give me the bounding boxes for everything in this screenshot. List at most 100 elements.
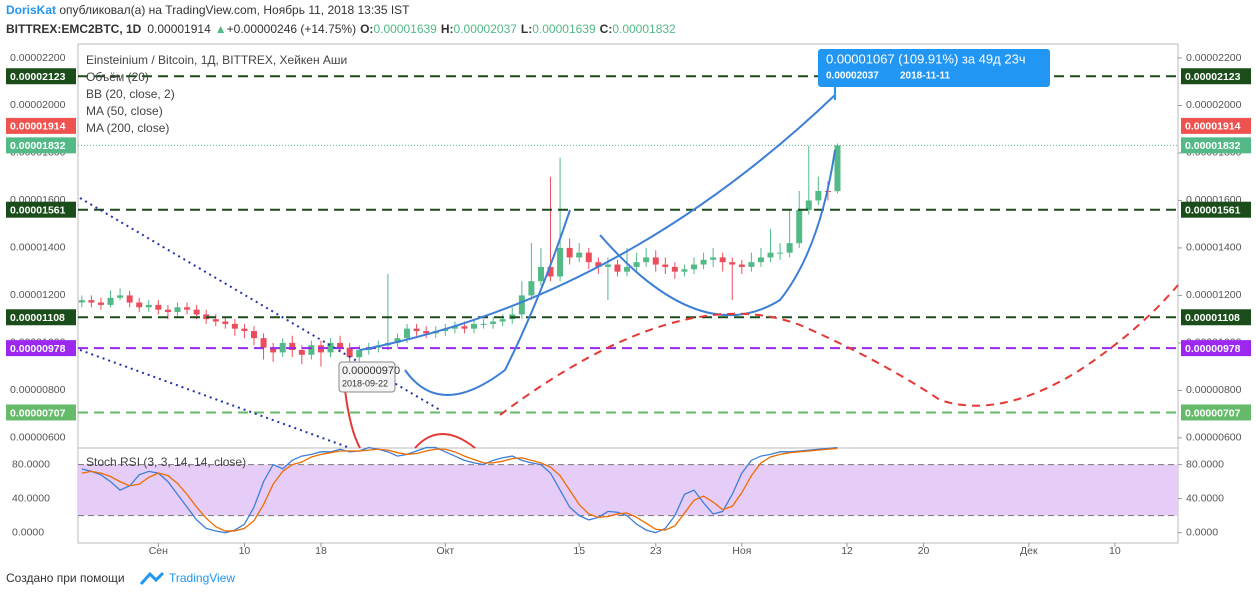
candle-body xyxy=(518,295,525,315)
o: 0.00001639 xyxy=(373,22,437,36)
level-tag xyxy=(6,404,76,421)
level-label: 0.00001108 xyxy=(1185,312,1240,324)
candle-body xyxy=(691,264,697,270)
projection xyxy=(499,284,1179,416)
level-tag xyxy=(1181,137,1251,154)
c-label: C: xyxy=(600,22,613,36)
level-tag xyxy=(6,117,76,134)
legend-text: MA (200, close) xyxy=(86,121,169,135)
measure-box: 0.00001067 (109.91%) за 49д 23ч 0.000020… xyxy=(818,49,1050,100)
level-label: 0.00001832 xyxy=(10,140,66,152)
point-box: 0.00000970 2018-09-22 xyxy=(338,361,400,393)
candle-body xyxy=(251,331,257,339)
header-line: DorisKat опубликовал(а) на TradingView.c… xyxy=(6,3,410,17)
candle-body xyxy=(145,304,152,308)
candle-body xyxy=(566,247,573,258)
candle-body xyxy=(624,266,631,272)
candle-body xyxy=(796,209,803,244)
change: +0.00000246 (+14.75%) xyxy=(227,22,356,36)
candle-body xyxy=(805,200,812,210)
point-bg xyxy=(338,361,396,393)
y-tick-label: 80.0000 xyxy=(12,458,50,470)
candle-body xyxy=(461,326,468,329)
x-tick-label: 12 xyxy=(841,545,853,557)
candle-body xyxy=(499,319,506,322)
candle-body xyxy=(662,264,669,267)
candle-body xyxy=(164,309,171,313)
candle-body xyxy=(356,350,363,358)
candle-body xyxy=(547,266,554,277)
x-tick-label: 15 xyxy=(573,545,585,557)
legend-text: Объём (20) xyxy=(86,70,149,84)
legend-text: MA (50, close) xyxy=(86,104,163,118)
level-tag xyxy=(6,340,76,357)
candle-body xyxy=(78,300,85,303)
candle-body xyxy=(174,307,181,313)
candle-body xyxy=(834,145,841,192)
published: опубликовал(а) на TradingView.com, Ноябр… xyxy=(56,3,410,17)
y-tick-label: 0.00002200 xyxy=(10,52,66,64)
x-tick-label: 10 xyxy=(239,545,251,557)
candle-body xyxy=(710,257,717,260)
candle-body xyxy=(614,264,621,272)
x-tick-label: 18 xyxy=(315,545,327,557)
level-tag xyxy=(1181,68,1251,85)
candle-body xyxy=(576,252,583,258)
candle-body xyxy=(528,281,535,296)
stoch-line xyxy=(81,446,838,534)
candle-body xyxy=(777,252,784,254)
y-tick-label: 40.0000 xyxy=(1186,492,1224,504)
y-tick-label: 0.00000800 xyxy=(1186,384,1242,396)
level-label: 0.00001108 xyxy=(10,312,65,324)
price: 0.00001914 xyxy=(147,22,211,36)
plot-frame xyxy=(77,43,1179,544)
marks: 0.00000600 0.00000600 0.00000800 0.00000800… xyxy=(6,52,1251,557)
candle-body xyxy=(107,297,114,305)
y-tick-label: 0.00000600 xyxy=(10,432,66,444)
candle-body xyxy=(346,347,353,358)
level-label: 0.00000978 xyxy=(10,343,66,355)
stoch-line xyxy=(81,447,838,532)
candle-body xyxy=(97,302,104,305)
candle-body xyxy=(700,259,707,265)
y-tick-label: 0.00000800 xyxy=(10,384,66,396)
y-tick-label: 0.00002000 xyxy=(1186,99,1242,111)
author[interactable]: DorisKat xyxy=(6,3,56,17)
h: 0.00002037 xyxy=(454,22,518,36)
legend-text: Einsteinium / Bitcoin, 1Д, BITTREX, Хейк… xyxy=(86,53,347,67)
level-label: 0.00002123 xyxy=(1185,71,1241,83)
candle-body xyxy=(117,295,124,298)
candle-body xyxy=(738,264,745,267)
candle-body xyxy=(404,328,411,339)
level-tag xyxy=(1181,117,1251,134)
h-label: H: xyxy=(441,22,454,36)
arc xyxy=(344,389,476,449)
candle-body xyxy=(212,319,219,322)
level-label: 0.00001561 xyxy=(10,204,66,216)
level-tag xyxy=(1181,309,1251,326)
y-tick-label: 0.00001200 xyxy=(1186,289,1242,301)
y-tick-label: 0.0000 xyxy=(1186,526,1218,538)
candle-body xyxy=(585,252,592,263)
arc xyxy=(359,94,836,351)
x-tick-label: 23 xyxy=(650,545,662,557)
candle-body xyxy=(595,262,602,267)
level-tag xyxy=(6,201,76,218)
candle-body xyxy=(748,262,755,267)
legend-text: BB (20, close, 2) xyxy=(86,87,175,101)
c: 0.00001832 xyxy=(612,22,676,36)
footer-brand[interactable]: TradingView xyxy=(169,571,235,585)
x-tick-label: Окт xyxy=(436,545,454,557)
footer-text: Создано при помощи xyxy=(6,571,125,585)
candle-body xyxy=(729,262,736,265)
y-tick-label: 0.00002200 xyxy=(1186,52,1242,64)
candle-body xyxy=(815,190,822,201)
x-tick-label: 20 xyxy=(918,545,930,557)
level-tag xyxy=(6,68,76,85)
candle-body xyxy=(652,257,659,265)
y-tick-label: 0.0000 xyxy=(12,526,44,538)
y-tick-label: 0.00001200 xyxy=(10,289,66,301)
candle-body xyxy=(537,266,544,282)
candle-body xyxy=(490,321,497,324)
level-tag xyxy=(1181,404,1251,421)
